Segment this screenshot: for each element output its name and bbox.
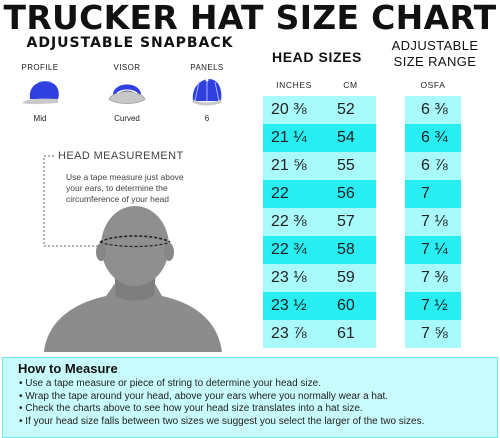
cell-inches: 23 ⅞ [271,325,307,342]
cell-osfa: 6 ⅞ [421,157,448,174]
cell-inches: 21 ⅝ [271,157,307,174]
cell-cm: 60 [337,297,355,314]
column-header-cm: CM [343,80,358,90]
table-row: 21 ¼ 54 [263,124,376,152]
column-header-osfa: OSFA [420,80,446,90]
cell-inches: 23 ⅛ [271,269,307,286]
feature-profile-label: PROFILE [21,63,59,72]
feature-panels-value: 6 [204,114,210,123]
cell-cm: 57 [337,213,355,230]
cell-inches: 22 ¾ [271,241,307,258]
cell-cm: 58 [337,241,355,258]
feature-profile: PROFILE Mid [10,63,70,123]
cell-osfa: 7 ⅜ [421,269,448,286]
feature-visor: VISOR Curved [97,63,157,123]
chart-title: TRUCKER HAT SIZE CHART [3,0,497,37]
list-item: • If your head size falls between two si… [19,415,425,427]
column-header-inches: INCHES [276,80,312,90]
table-row: 7 ⅛ [405,208,461,236]
chart-subtitle: ADJUSTABLE SNAPBACK [26,35,234,51]
table-row: 6 ⅞ [405,152,461,180]
cell-osfa: 6 ¾ [421,129,448,146]
table-row: 6 ¾ [405,124,461,152]
profile-hat-icon [22,81,59,105]
osfa-table: 6 ⅜ 6 ¾ 6 ⅞ 7 7 ⅛ 7 ¼ 7 ⅜ 7 ½ 7 ⅝ [405,96,461,348]
head-sizes-table: 20 ⅜ 52 21 ¼ 54 21 ⅝ 55 22 56 22 ⅜ 57 22 ¾ 58 … [263,96,376,348]
cell-osfa: 7 ⅝ [421,325,448,342]
feature-profile-value: Mid [33,114,47,123]
visor-hat-icon [108,84,146,104]
cell-cm: 54 [337,129,355,146]
table-row: 20 ⅜ 52 [263,96,376,124]
table-row: 21 ⅝ 55 [263,152,376,180]
list-item: • Wrap the tape around your head, above … [19,390,389,402]
feature-visor-label: VISOR [113,63,141,72]
cell-inches: 22 [271,185,289,202]
cell-osfa: 7 [421,185,430,202]
list-item: • Use a tape measure or piece of string … [19,378,321,389]
head-sizes-title: HEAD SIZES [271,49,362,65]
table-row: 7 ¼ [405,236,461,264]
cell-cm: 61 [337,325,355,342]
cell-inches: 21 ¼ [271,129,307,146]
cell-inches: 22 ⅜ [271,213,307,230]
cell-osfa: 7 ¼ [421,241,448,258]
table-row: 6 ⅜ [405,96,461,124]
table-row: 22 ⅜ 57 [263,208,376,236]
cell-osfa: 7 ½ [421,297,448,314]
table-row: 23 ⅞ 61 [263,320,376,348]
table-row: 7 ½ [405,292,461,320]
how-to-measure-panel: How to Measure • Use a tape measure or p… [2,357,498,438]
table-row: 7 [405,180,461,208]
head-silhouette-illustration [43,155,222,352]
cell-inches: 20 ⅜ [271,101,307,118]
cell-inches: 23 ½ [271,297,307,314]
adjustable-title-line2: SIZE RANGE [393,54,477,69]
adjustable-title-line1: ADJUSTABLE [391,38,479,53]
table-row: 7 ⅜ [405,264,461,292]
list-item: • Check the charts above to see how your… [19,403,363,414]
how-to-measure-list: • Use a tape measure or piece of string … [19,378,424,428]
how-to-measure-title: How to Measure [18,361,118,376]
feature-panels-label: PANELS [190,63,224,72]
cell-cm: 59 [337,269,355,286]
head-measurement-description: Use a tape measure just above your ears,… [66,172,184,204]
table-row: 23 ⅛ 59 [263,264,376,292]
cell-cm: 55 [337,157,355,174]
feature-panels: PANELS 6 [177,63,237,123]
table-row: 22 56 [263,180,376,208]
table-row: 7 ⅝ [405,320,461,348]
panels-hat-icon [192,78,222,106]
cell-cm: 56 [337,185,355,202]
head-measurement-title: HEAD MEASUREMENT [58,150,184,162]
feature-visor-value: Curved [114,114,140,123]
adjustable-title: ADJUSTABLE SIZE RANGE [380,38,490,70]
table-row: 23 ½ 60 [263,292,376,320]
cell-cm: 52 [337,101,355,118]
cell-osfa: 7 ⅛ [421,213,448,230]
cell-osfa: 6 ⅜ [421,101,448,118]
table-row: 22 ¾ 58 [263,236,376,264]
